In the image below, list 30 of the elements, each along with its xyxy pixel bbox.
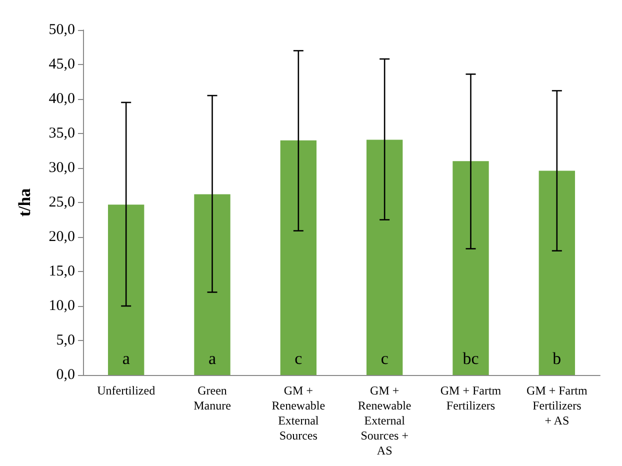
bar bbox=[108, 204, 144, 375]
bar bbox=[194, 194, 230, 375]
x-tick-label: GM + Renewable External Sources bbox=[272, 384, 326, 442]
x-tick-label: GM + Fartm Fertilizers + AS bbox=[526, 384, 588, 428]
y-tick-label: 15,0 bbox=[48, 264, 75, 280]
x-tick-label: Unfertilized bbox=[97, 384, 156, 398]
annotation: a bbox=[122, 349, 130, 368]
annotation: a bbox=[208, 349, 216, 368]
y-tick-label: 25,0 bbox=[48, 194, 75, 210]
y-axis-title: t/ha bbox=[15, 188, 34, 217]
annotation: b bbox=[552, 349, 562, 368]
x-tick-label: GM + Renewable External Sources + AS bbox=[358, 384, 412, 458]
y-tick-label: 50,0 bbox=[48, 22, 75, 38]
bar bbox=[366, 140, 403, 375]
x-tick-label: GM + Fartm Fertilizers bbox=[440, 384, 502, 412]
y-tick-label: 10,0 bbox=[48, 298, 75, 314]
y-tick-label: 5,0 bbox=[56, 332, 75, 348]
y-tick-label: 30,0 bbox=[48, 160, 75, 176]
bar bbox=[452, 161, 489, 375]
y-tick-label: 45,0 bbox=[48, 56, 75, 72]
y-tick-label: 0,0 bbox=[56, 367, 75, 383]
y-tick-label: 40,0 bbox=[48, 91, 75, 107]
y-tick-label: 35,0 bbox=[48, 126, 75, 142]
annotation: c bbox=[380, 349, 389, 368]
bar bbox=[538, 170, 576, 375]
bar bbox=[280, 140, 317, 375]
annotation: bc bbox=[462, 349, 480, 368]
y-tick-label: 20,0 bbox=[48, 229, 75, 245]
annotation: c bbox=[294, 349, 303, 368]
x-tick-label: Green Manure bbox=[194, 384, 231, 412]
